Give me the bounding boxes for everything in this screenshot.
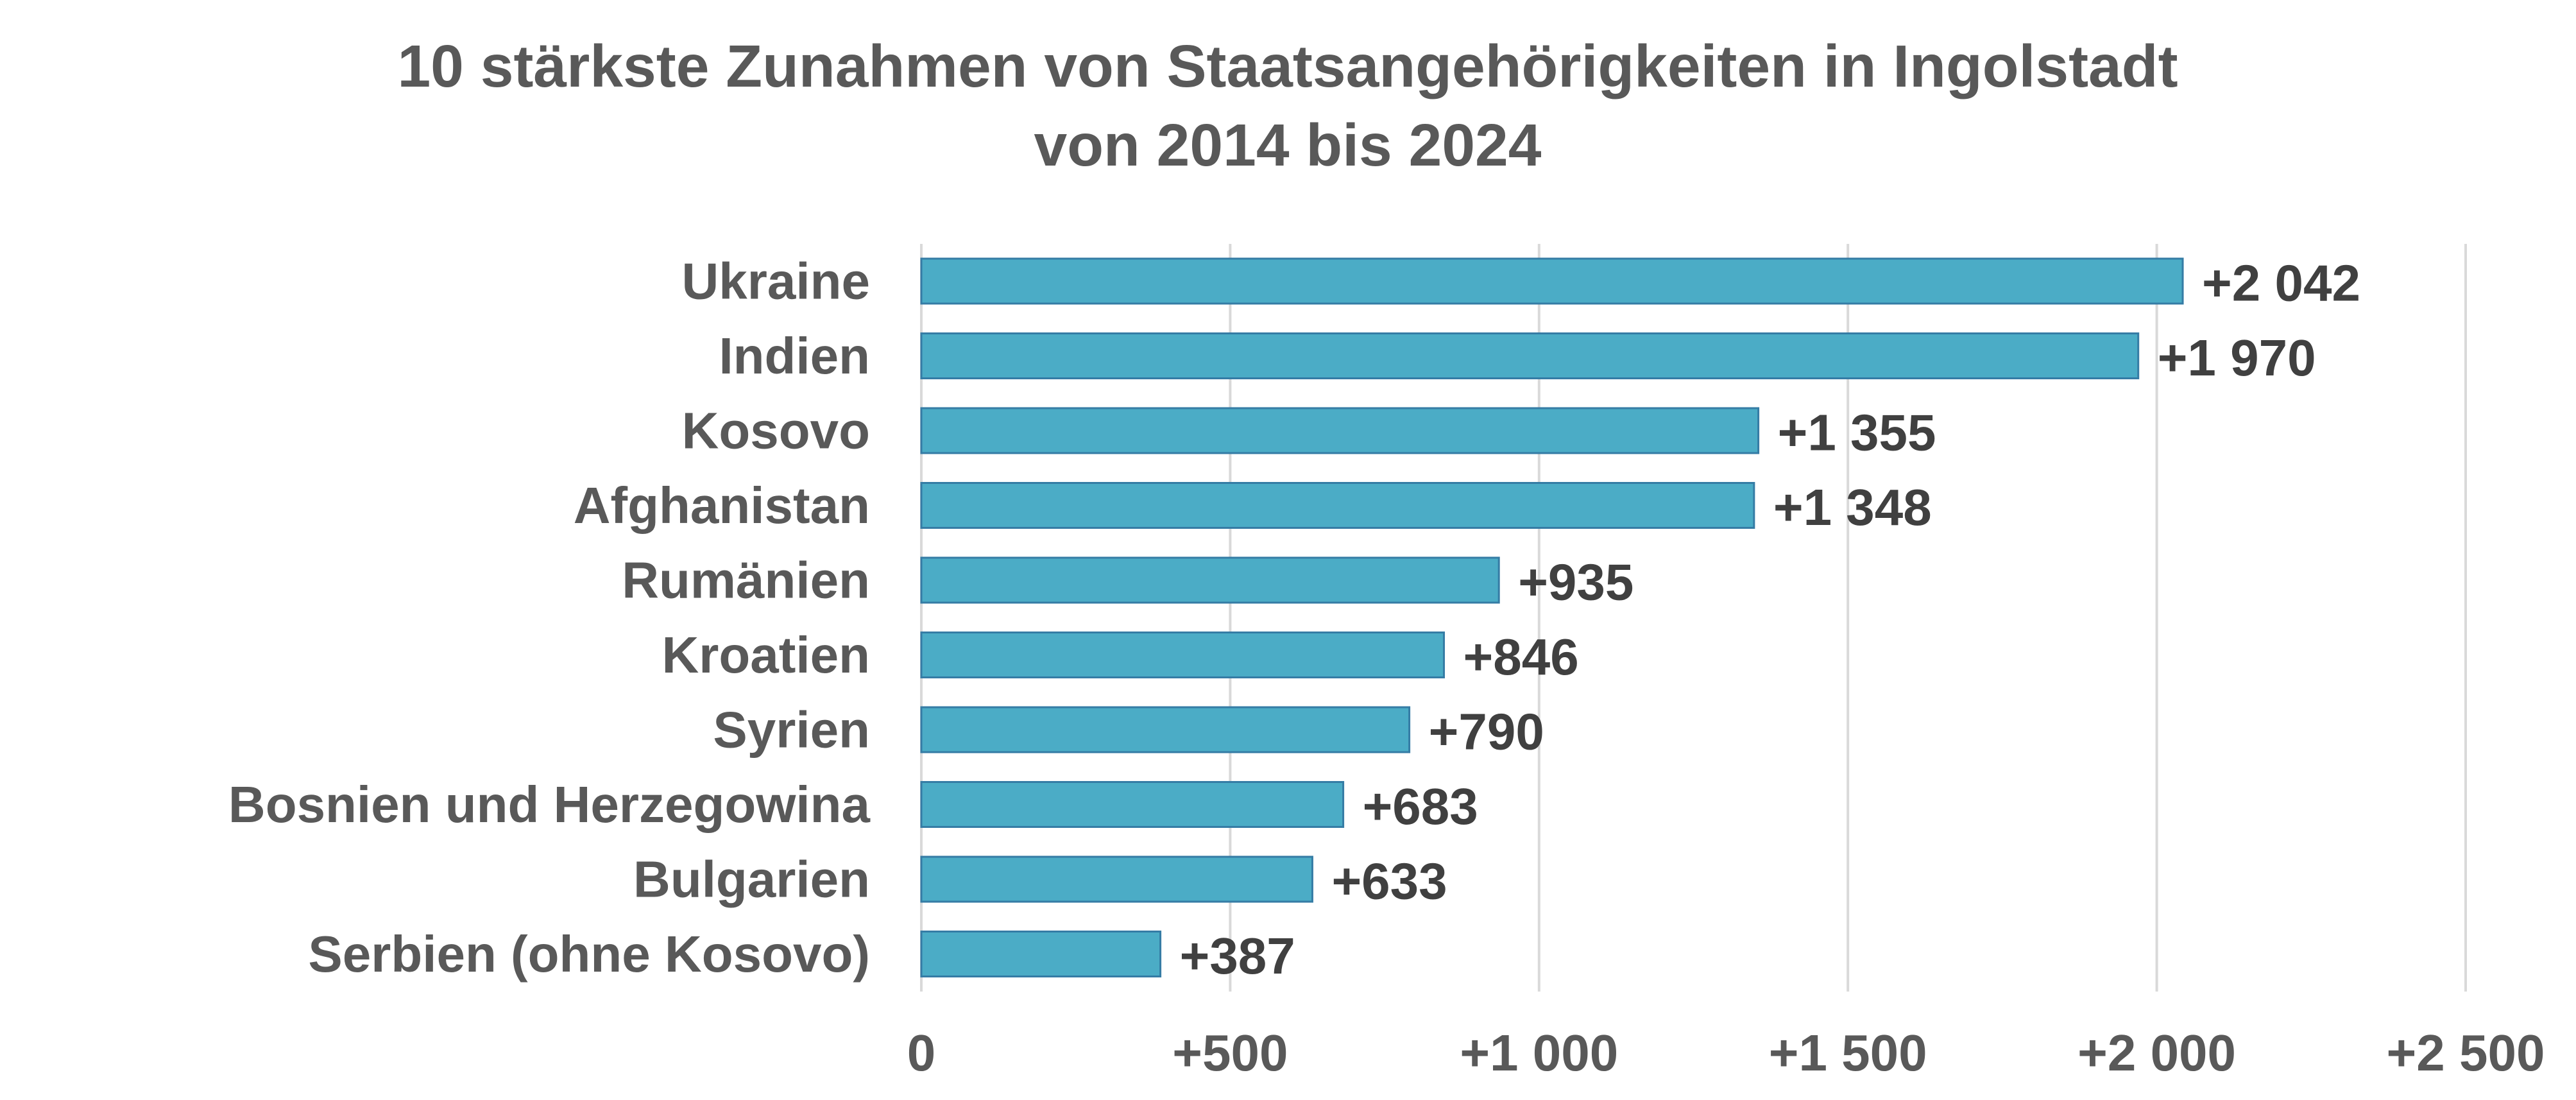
- bar: [920, 407, 1760, 454]
- data-label: +846: [1463, 628, 1579, 685]
- data-labels: +2 042 +1 970 +1 355 +1 348 +935 +846 +790 +683…: [1180, 255, 2360, 985]
- category-labels: Ukraine Indien Kosovo Afghanistan Rumänien Kr…: [228, 253, 871, 983]
- bar: [920, 706, 1411, 753]
- x-tick-label: +1 000: [1460, 1024, 1618, 1081]
- data-label: +1 348: [1773, 479, 1932, 536]
- data-label: +1 355: [1778, 404, 1936, 461]
- data-label: +790: [1429, 703, 1544, 761]
- bar: [920, 855, 1313, 903]
- category-label: Serbien (ohne Kosovo): [308, 925, 870, 983]
- x-tick-label: +1 500: [1769, 1024, 1927, 1081]
- category-label: Indien: [719, 327, 870, 384]
- bar: [920, 781, 1345, 828]
- bar: [920, 257, 2184, 305]
- category-label: Afghanistan: [574, 477, 870, 534]
- x-axis-tick-labels: 0 +500 +1 000 +1 500 +2 000 +2 500: [907, 1024, 2545, 1081]
- data-label: +683: [1363, 778, 1478, 835]
- data-label: +935: [1518, 554, 1633, 611]
- category-label: Kroatien: [662, 626, 871, 683]
- category-label: Kosovo: [682, 402, 870, 460]
- data-label: +387: [1180, 927, 1295, 984]
- bar: [920, 482, 1755, 529]
- x-tick-label: +2 000: [2077, 1024, 2236, 1081]
- bar: [920, 556, 1500, 604]
- chart-title: 10 stärkste Zunahmen von Staatsangehörig…: [397, 33, 2178, 99]
- x-tick-label: +500: [1172, 1024, 1288, 1081]
- bar: [920, 931, 1162, 977]
- bar: [920, 332, 2140, 379]
- category-label: Ukraine: [682, 253, 870, 310]
- data-label: +633: [1331, 853, 1447, 910]
- category-label: Syrien: [713, 701, 870, 759]
- category-label: Bosnien und Herzegowina: [228, 776, 871, 833]
- category-label: Rumänien: [622, 552, 870, 609]
- bar: [920, 632, 1446, 678]
- x-tick-label: +2 500: [2387, 1024, 2545, 1081]
- data-label: +2 042: [2202, 255, 2360, 312]
- bars: [920, 257, 2184, 977]
- chart-subtitle: von 2014 bis 2024: [1034, 112, 1542, 178]
- x-tick-label: 0: [907, 1024, 936, 1081]
- data-label: +1 970: [2158, 329, 2316, 386]
- category-label: Bulgarien: [633, 851, 870, 908]
